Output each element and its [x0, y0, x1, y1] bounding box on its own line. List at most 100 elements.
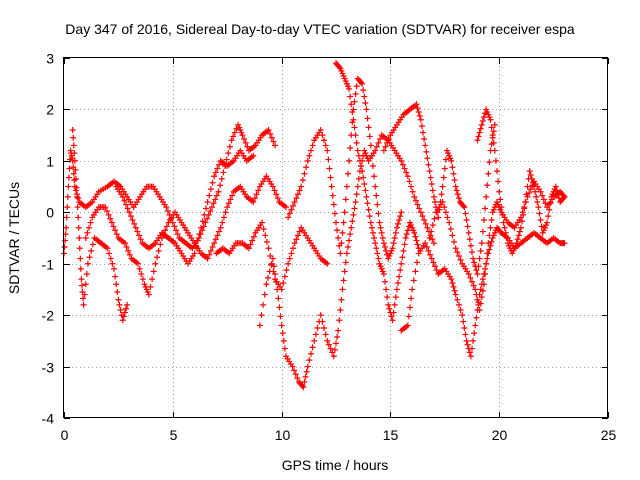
- data-point: [479, 228, 486, 235]
- data-point: [302, 373, 309, 380]
- data-point: [116, 301, 123, 308]
- data-point: [309, 142, 316, 149]
- data-point: [410, 277, 417, 284]
- data-point: [470, 255, 477, 262]
- data-point: [121, 197, 128, 204]
- data-point: [442, 209, 449, 216]
- data-point: [400, 247, 407, 254]
- data-point: [112, 227, 119, 234]
- data-point: [349, 109, 356, 115]
- data-point: [150, 268, 157, 275]
- data-point: [482, 205, 489, 212]
- data-point: [241, 136, 248, 142]
- data-point: [406, 178, 413, 185]
- data-point: [337, 250, 344, 257]
- data-point: [152, 260, 159, 267]
- data-point: [307, 147, 314, 154]
- data-point: [528, 175, 535, 182]
- data-point: [293, 236, 300, 243]
- data-point: [73, 184, 80, 191]
- data-point: [280, 337, 287, 344]
- data-point: [373, 143, 380, 150]
- data-point: [209, 244, 216, 250]
- data-point: [292, 371, 299, 378]
- data-point: [418, 123, 425, 130]
- series-track-i: [380, 101, 498, 277]
- data-point: [490, 128, 497, 135]
- data-point: [268, 262, 275, 268]
- data-point: [398, 209, 405, 216]
- data-point: [348, 101, 355, 108]
- data-point: [330, 201, 337, 208]
- data-point: [380, 147, 387, 154]
- data-point: [425, 161, 432, 168]
- data-point: [366, 133, 373, 140]
- x-tick-label: 5: [170, 427, 178, 443]
- data-point: [552, 183, 559, 190]
- data-point: [211, 173, 218, 180]
- data-point: [498, 204, 505, 211]
- data-point: [529, 179, 536, 186]
- data-point: [416, 112, 423, 119]
- y-tick-label: 0: [46, 205, 54, 221]
- data-point: [379, 235, 386, 241]
- data-point: [482, 271, 489, 277]
- data-point: [149, 276, 156, 283]
- data-point: [346, 85, 353, 92]
- data-point: [355, 152, 362, 159]
- x-tick-label: 10: [275, 427, 291, 443]
- data-point: [391, 301, 398, 308]
- data-point: [409, 286, 416, 293]
- data-point: [64, 193, 71, 200]
- data-point: [476, 255, 483, 262]
- data-point: [380, 240, 387, 247]
- data-point: [209, 179, 216, 186]
- data-point: [433, 267, 440, 274]
- data-point: [294, 191, 301, 198]
- data-point: [344, 244, 351, 250]
- data-point: [306, 152, 313, 159]
- data-point: [213, 192, 220, 199]
- data-point: [482, 265, 489, 272]
- data-point: [414, 201, 421, 208]
- data-point: [382, 143, 389, 150]
- data-point: [269, 255, 276, 262]
- data-point: [304, 157, 311, 164]
- data-point: [372, 183, 379, 190]
- data-point: [74, 193, 81, 200]
- data-point: [362, 187, 369, 194]
- data-point: [461, 204, 468, 211]
- data-point: [375, 139, 382, 146]
- data-point: [331, 210, 338, 217]
- data-point: [288, 206, 295, 213]
- data-point: [477, 125, 484, 132]
- data-point: [163, 223, 170, 230]
- data-point: [417, 116, 424, 123]
- data-point: [474, 137, 481, 144]
- data-point: [120, 313, 127, 320]
- data-point: [392, 294, 399, 301]
- data-point: [403, 169, 410, 176]
- grid: [64, 58, 608, 418]
- data-point: [471, 330, 478, 337]
- data-point: [369, 229, 376, 236]
- data-point: [486, 159, 493, 166]
- data-point: [429, 236, 436, 243]
- data-point: [467, 242, 474, 249]
- data-point: [465, 271, 472, 277]
- data-point: [538, 223, 545, 230]
- data-point: [303, 368, 310, 375]
- data-point: [216, 228, 223, 235]
- data-point: [544, 219, 551, 226]
- data-point: [291, 367, 298, 374]
- data-point: [361, 93, 368, 100]
- data-point: [397, 267, 404, 274]
- data-point: [216, 161, 223, 168]
- data-point: [74, 204, 81, 211]
- data-point: [86, 254, 93, 261]
- data-point: [114, 289, 121, 295]
- data-point: [212, 169, 219, 176]
- data-point: [479, 118, 486, 124]
- series-track-b: [69, 127, 131, 324]
- data-point: [427, 251, 434, 258]
